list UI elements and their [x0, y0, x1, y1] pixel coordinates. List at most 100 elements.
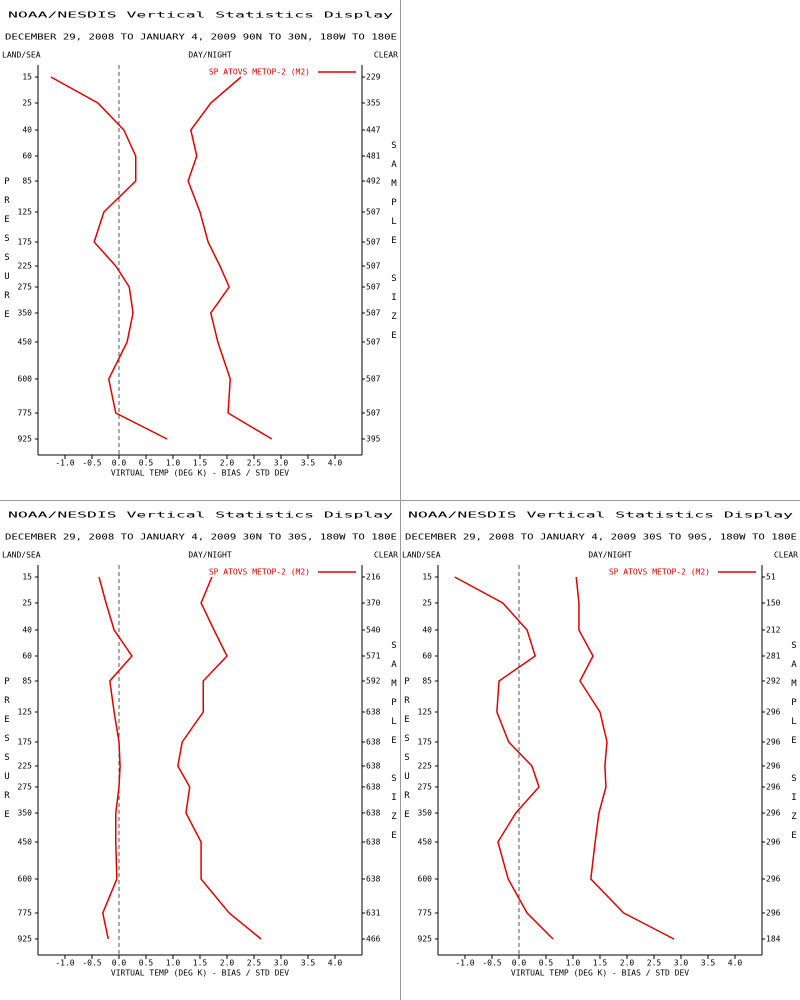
sample-size-label: 507	[366, 262, 381, 271]
sample-size-label: 507	[366, 409, 381, 418]
sample-size-label: 216	[366, 573, 381, 582]
y-tick-label: 275	[418, 783, 433, 792]
y2-axis-label: SAMPLE SIZE	[389, 641, 399, 850]
x-tick-label: 2.5	[247, 459, 262, 468]
y-tick-label: 175	[18, 738, 33, 747]
y-tick-label: 450	[18, 838, 33, 847]
y-tick-label: 600	[18, 875, 33, 884]
y-tick-label: 25	[422, 599, 432, 608]
y-tick-label: 40	[22, 626, 32, 635]
series-line	[98, 576, 133, 940]
y-tick-label: 15	[22, 73, 32, 82]
sample-size-label: 212	[766, 626, 781, 635]
x-tick-label: -0.5	[82, 959, 101, 968]
y-tick-label: 275	[18, 283, 33, 292]
chart-title: NOAA/NESDIS Vertical Statistics Display	[408, 511, 793, 520]
x-tick-label: 2.5	[247, 959, 262, 968]
y-axis-label: PRESSURE	[2, 677, 12, 829]
x-tick-label: -0.5	[82, 459, 101, 468]
chart-subtitle: DECEMBER 29, 2008 TO JANUARY 4, 2009 90N…	[5, 33, 397, 42]
chart-panel: NOAA/NESDIS Vertical Statistics Display D…	[2, 511, 398, 978]
sample-size-label: 296	[766, 809, 781, 818]
x-tick-label: 2.5	[647, 959, 662, 968]
y-tick-label: 350	[418, 809, 433, 818]
header: DAY/NIGHT	[188, 51, 232, 60]
y-tick-label: 175	[418, 738, 433, 747]
x-tick-label: 3.0	[274, 959, 289, 968]
sample-size-label: 447	[366, 126, 381, 135]
sample-size-label: 355	[366, 99, 381, 108]
sample-size-label: 292	[766, 677, 781, 686]
y-tick-label: 40	[22, 126, 32, 135]
y-tick-label: 225	[418, 762, 433, 771]
x-tick-label: 1.0	[566, 959, 581, 968]
sample-size-label: 507	[366, 283, 381, 292]
x-tick-label: 4.0	[328, 959, 343, 968]
sample-size-label: 638	[366, 809, 381, 818]
y-tick-label: 225	[18, 762, 33, 771]
chart-title: NOAA/NESDIS Vertical Statistics Display	[8, 511, 393, 520]
header: CLEAR	[374, 551, 398, 560]
y-tick-label: 60	[22, 152, 32, 161]
chart-panel: NOAA/NESDIS Vertical Statistics Display D…	[402, 511, 798, 978]
y-tick-label: 775	[18, 909, 33, 918]
y-tick-label: 775	[18, 409, 33, 418]
x-tick-label: -1.0	[55, 459, 74, 468]
sample-size-label: 150	[766, 599, 781, 608]
sample-size-label: 638	[366, 838, 381, 847]
x-tick-label: -0.5	[482, 959, 501, 968]
y-tick-label: 775	[418, 909, 433, 918]
chart-panel: NOAA/NESDIS Vertical Statistics Display D…	[2, 11, 398, 478]
y-tick-label: 125	[418, 708, 433, 717]
y-tick-label: 85	[22, 177, 32, 186]
y2-axis-label: SAMPLE SIZE	[789, 641, 799, 850]
sample-size-label: 638	[366, 875, 381, 884]
y-axis-label: PRESSURE	[402, 677, 412, 829]
x-tick-label: 2.0	[220, 459, 235, 468]
header: CLEAR	[374, 51, 398, 60]
sample-size-label: 638	[366, 762, 381, 771]
sample-size-label: 51	[766, 573, 776, 582]
header: DAY/NIGHT	[588, 551, 632, 560]
legend-label: SP ATOVS METOP-2 (M2)	[209, 568, 310, 577]
sample-size-label: 296	[766, 738, 781, 747]
sample-size-label: 638	[366, 708, 381, 717]
sample-size-label: 395	[366, 435, 381, 444]
sample-size-label: 184	[766, 935, 781, 944]
y-tick-label: 450	[418, 838, 433, 847]
header: LAND/SEA	[402, 551, 441, 560]
sample-size-label: 507	[366, 208, 381, 217]
header: LAND/SEA	[2, 51, 41, 60]
y-tick-label: 275	[18, 783, 33, 792]
sample-size-label: 296	[766, 875, 781, 884]
header: DAY/NIGHT	[188, 551, 232, 560]
x-tick-label: 1.0	[166, 459, 181, 468]
y-tick-label: 15	[422, 573, 432, 582]
y-tick-label: 25	[22, 99, 32, 108]
y-tick-label: 925	[18, 435, 33, 444]
y-tick-label: 600	[418, 875, 433, 884]
sample-size-label: 281	[766, 652, 781, 661]
y-tick-label: 350	[18, 309, 33, 318]
sample-size-label: 296	[766, 909, 781, 918]
sample-size-label: 592	[366, 677, 381, 686]
y2-axis-label: SAMPLE SIZE	[389, 141, 399, 350]
y-axis-label: PRESSURE	[2, 177, 12, 329]
series-line	[454, 576, 554, 940]
series-line	[187, 76, 273, 440]
sample-size-label: 540	[366, 626, 381, 635]
x-tick-label: 2.0	[620, 959, 635, 968]
y-tick-label: 225	[18, 262, 33, 271]
x-tick-label: 0.5	[139, 459, 154, 468]
chart-title: NOAA/NESDIS Vertical Statistics Display	[8, 11, 393, 20]
header: CLEAR	[774, 551, 798, 560]
x-tick-label: -1.0	[55, 959, 74, 968]
y-tick-label: 175	[18, 238, 33, 247]
sample-size-label: 571	[366, 652, 381, 661]
y-tick-label: 350	[18, 809, 33, 818]
sample-size-label: 466	[366, 935, 381, 944]
y-tick-label: 450	[18, 338, 33, 347]
y-tick-label: 15	[22, 573, 32, 582]
y-tick-label: 125	[18, 208, 33, 217]
